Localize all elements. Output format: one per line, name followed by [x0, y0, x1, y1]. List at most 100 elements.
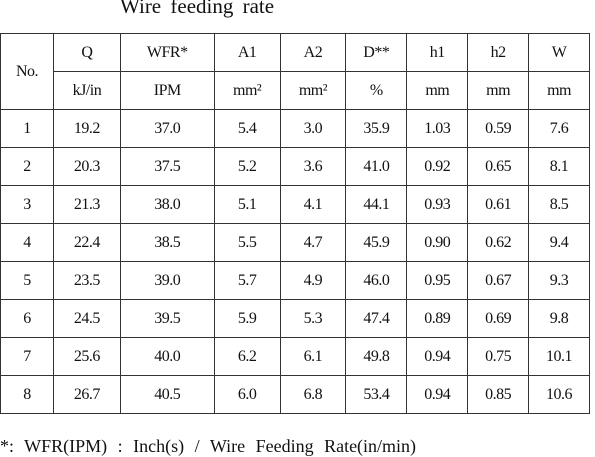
- data-cell: 6.2: [213, 337, 281, 376]
- unit-cell: IPM: [119, 71, 215, 110]
- data-cell: 0.75: [467, 337, 530, 376]
- header-cell: No.: [0, 33, 54, 110]
- unit-cell: mm²: [213, 71, 281, 110]
- data-cell: 37.0: [119, 109, 215, 148]
- data-cell: 0.94: [406, 337, 469, 376]
- data-cell: 4.1: [279, 185, 347, 224]
- data-cell: 0.61: [467, 185, 530, 224]
- header-cell: D**: [345, 33, 408, 72]
- data-cell: 0.93: [406, 185, 469, 224]
- data-row: 4 22.4 38.5 5.5 4.7 45.9 0.90 0.62 9.4: [0, 223, 590, 262]
- data-cell: 4.9: [279, 261, 347, 300]
- unit-cell: mm²: [279, 71, 347, 110]
- data-row: 3 21.3 38.0 5.1 4.1 44.1 0.93 0.61 8.5: [0, 185, 590, 224]
- data-cell: 1.03: [406, 109, 469, 148]
- footnote: *: WFR(IPM) : Inch(s) / Wire Feeding Rat…: [0, 436, 417, 456]
- data-cell: 3.6: [279, 147, 347, 186]
- data-cell: 7.6: [528, 109, 590, 148]
- data-cell: 20.3: [53, 147, 121, 186]
- data-cell: 10.6: [528, 375, 590, 414]
- data-cell: 39.5: [119, 299, 215, 338]
- data-cell: 5.3: [279, 299, 347, 338]
- header-cell: h1: [406, 33, 469, 72]
- data-cell: 0.95: [406, 261, 469, 300]
- data-cell: 40.5: [119, 375, 215, 414]
- data-row: 7 25.6 40.0 6.2 6.1 49.8 0.94 0.75 10.1: [0, 337, 590, 376]
- data-cell: 5: [0, 261, 54, 300]
- data-cell: 8.1: [528, 147, 590, 186]
- data-row: 6 24.5 39.5 5.9 5.3 47.4 0.89 0.69 9.8: [0, 299, 590, 338]
- unit-cell: mm: [467, 71, 530, 110]
- header-row: No. Q WFR* A1 A2 D** h1 h2 W: [0, 33, 590, 110]
- data-cell: 9.3: [528, 261, 590, 300]
- data-cell: 49.8: [345, 337, 408, 376]
- data-cell: 0.59: [467, 109, 530, 148]
- header-cell: h2: [467, 33, 530, 72]
- unit-cell: %: [345, 71, 408, 110]
- data-cell: 0.89: [406, 299, 469, 338]
- data-cell: 24.5: [53, 299, 121, 338]
- data-cell: 8: [0, 375, 54, 414]
- data-cell: 46.0: [345, 261, 408, 300]
- data-cell: 38.5: [119, 223, 215, 262]
- title: Wire feeding rate: [120, 0, 275, 18]
- data-cell: 3: [0, 185, 54, 224]
- data-cell: 21.3: [53, 185, 121, 224]
- data-cell: 0.65: [467, 147, 530, 186]
- data-cell: 8.5: [528, 185, 590, 224]
- data-cell: 25.6: [53, 337, 121, 376]
- data-cell: 6: [0, 299, 54, 338]
- data-cell: 6.0: [213, 375, 281, 414]
- data-cell: 37.5: [119, 147, 215, 186]
- data-row: 1 19.2 37.0 5.4 3.0 35.9 1.03 0.59 7.6: [0, 109, 590, 148]
- data-cell: 7: [0, 337, 54, 376]
- unit-cell: mm: [528, 71, 590, 110]
- data-cell: 3.0: [279, 109, 347, 148]
- data-cell: 0.92: [406, 147, 469, 186]
- data-row: 5 23.5 39.0 5.7 4.9 46.0 0.95 0.67 9.3: [0, 261, 590, 300]
- data-cell: 5.5: [213, 223, 281, 262]
- data-cell: 10.1: [528, 337, 590, 376]
- data-cell: 41.0: [345, 147, 408, 186]
- header-cell: Q: [53, 33, 121, 72]
- data-cell: 6.1: [279, 337, 347, 376]
- data-cell: 39.0: [119, 261, 215, 300]
- data-cell: 44.1: [345, 185, 408, 224]
- data-cell: 0.90: [406, 223, 469, 262]
- data-cell: 0.94: [406, 375, 469, 414]
- data-cell: 26.7: [53, 375, 121, 414]
- unit-cell: mm: [406, 71, 469, 110]
- data-cell: 5.4: [213, 109, 281, 148]
- data-cell: 5.2: [213, 147, 281, 186]
- header-cell: A1: [213, 33, 281, 72]
- data-cell: 0.62: [467, 223, 530, 262]
- data-cell: 45.9: [345, 223, 408, 262]
- data-cell: 40.0: [119, 337, 215, 376]
- unit-row: kJ/in IPM mm² mm²% mm mm mm: [1, 71, 590, 110]
- header-cell: WFR*: [119, 33, 215, 72]
- data-cell: 5.7: [213, 261, 281, 300]
- data-cell: 38.0: [119, 185, 215, 224]
- data-cell: 0.69: [467, 299, 530, 338]
- data-cell: 4: [0, 223, 54, 262]
- data-cell: 1: [0, 109, 54, 148]
- data-cell: 9.4: [528, 223, 590, 262]
- data-cell: 22.4: [53, 223, 121, 262]
- data-cell: 2: [0, 147, 54, 186]
- data-cell: 35.9: [345, 109, 408, 148]
- data-cell: 9.8: [528, 299, 590, 338]
- data-cell: 19.2: [53, 109, 121, 148]
- data-cell: 6.8: [279, 375, 347, 414]
- data-cell: 47.4: [345, 299, 408, 338]
- data-cell: 0.85: [467, 375, 530, 414]
- unit-cell: kJ/in: [53, 71, 121, 110]
- data-row: 2 20.3 37.5 5.2 3.6 41.0 0.92 0.65 8.1: [0, 147, 590, 186]
- data-cell: 23.5: [53, 261, 121, 300]
- header-cell: A2: [279, 33, 347, 72]
- data-cell: 4.7: [279, 223, 347, 262]
- data-cell: 53.4: [345, 375, 408, 414]
- header-cell: W: [528, 33, 590, 72]
- data-row: 8 26.7 40.5 6.0 6.8 53.4 0.94 0.85 10.6: [0, 375, 590, 414]
